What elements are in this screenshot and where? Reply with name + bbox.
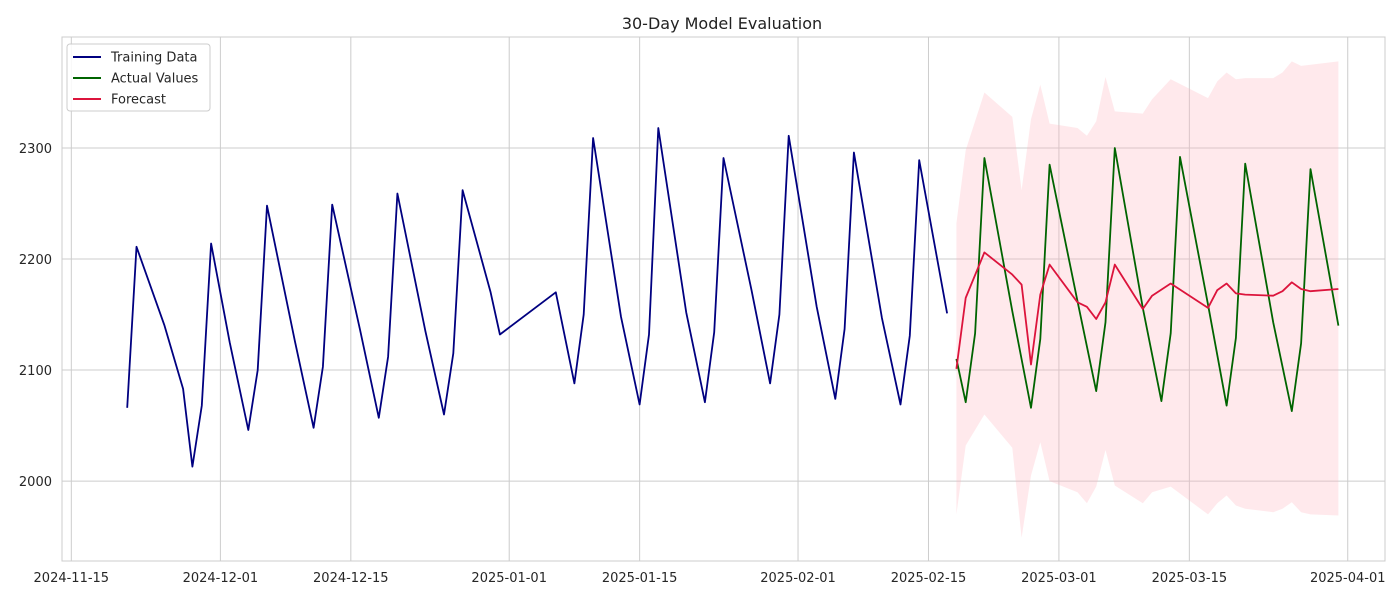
y-axis-ticks: 2000 2100 2200 2300 [19, 142, 52, 490]
y-tick-label: 2100 [19, 364, 52, 379]
plot-area-frame [61, 36, 1386, 562]
legend-label-training-data: Training Data [110, 51, 197, 66]
y-tick-label: 2300 [19, 142, 52, 157]
x-tick-label: 2025-02-15 [891, 571, 967, 586]
legend: Training Data Actual Values Forecast [66, 43, 211, 112]
y-tick-label: 2000 [19, 475, 52, 490]
confidence-band [956, 61, 1339, 538]
legend-box [66, 43, 211, 112]
x-tick-label: 2024-11-15 [34, 571, 110, 586]
x-tick-label: 2025-03-01 [1021, 571, 1097, 586]
grid [62, 37, 1385, 561]
forecast-line [955, 251, 1339, 370]
training-data-line [126, 127, 948, 468]
series-lines [126, 127, 1340, 468]
x-tick-label: 2024-12-01 [183, 571, 259, 586]
x-tick-label: 2025-04-01 [1310, 571, 1386, 586]
x-tick-label: 2025-01-01 [471, 571, 547, 586]
y-tick-label: 2200 [19, 253, 52, 268]
x-axis-ticks: 2024-11-15 2024-12-01 2024-12-15 2025-01-01… [34, 571, 1386, 586]
x-tick-label: 2025-01-15 [602, 571, 678, 586]
confidence-interval-area [956, 61, 1339, 538]
x-tick-label: 2024-12-15 [313, 571, 389, 586]
chart-title: 30-Day Model Evaluation [622, 14, 822, 33]
legend-label-forecast: Forecast [111, 93, 166, 108]
x-tick-label: 2025-03-15 [1152, 571, 1228, 586]
x-tick-label: 2025-02-01 [760, 571, 836, 586]
legend-label-actual-values: Actual Values [111, 72, 199, 87]
